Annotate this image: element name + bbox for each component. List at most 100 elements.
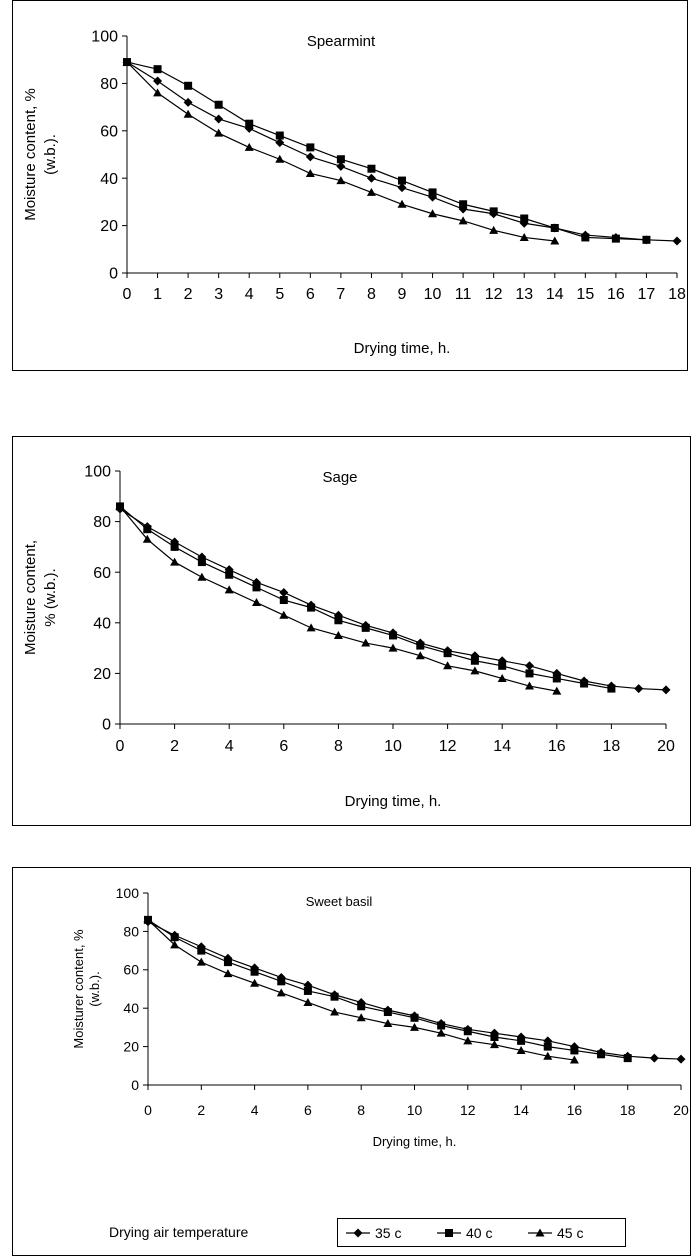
data-point-square — [490, 1033, 499, 1041]
data-point-square — [520, 214, 529, 223]
data-point-square — [275, 131, 284, 140]
data-point-square — [383, 1008, 392, 1017]
x-tick-label: 15 — [576, 286, 594, 303]
y-axis-label: % (w.b.). — [42, 568, 59, 626]
data-point-triangle — [153, 88, 163, 97]
data-point-square — [428, 188, 437, 197]
data-point-triangle — [252, 598, 261, 607]
data-point-square — [303, 986, 312, 995]
data-point-triangle — [333, 630, 343, 639]
x-tick-label: 18 — [668, 286, 686, 303]
data-point-square — [252, 583, 261, 592]
data-point-square — [279, 596, 288, 605]
chart-panel-spearmint: 0 20 40 60 80 100 0 1 2 3 4 5 6 7 8 9 10 11 12 13 14 15 16 17 18… — [12, 0, 688, 371]
x-tick-label: 18 — [603, 738, 621, 755]
y-tick-label: 60 — [123, 962, 139, 978]
x-tick-label: 10 — [424, 286, 442, 303]
data-point-square — [410, 1013, 419, 1022]
series-line-35-c — [119, 508, 667, 691]
data-point-triangle — [366, 187, 376, 196]
data-point-diamond — [279, 587, 289, 597]
x-tick-label: 17 — [638, 286, 656, 303]
data-point-square — [459, 200, 468, 209]
data-point-square — [581, 233, 590, 242]
data-point-triangle — [250, 978, 260, 987]
x-tick-label: 14 — [493, 738, 511, 755]
data-point-triangle — [410, 1022, 419, 1031]
data-point-diamond — [305, 152, 315, 162]
y-axis-label: (w.b.). — [42, 134, 59, 175]
data-point-diamond — [672, 236, 682, 246]
data-point-triangle — [443, 661, 453, 670]
y-axis-label: Moisturer content, % — [71, 929, 86, 1049]
chart-title: Sage — [322, 469, 357, 486]
x-tick-label: 11 — [455, 286, 472, 303]
data-point-triangle — [436, 1028, 446, 1037]
data-point-diamond — [275, 138, 285, 148]
y-tick-label: 80 — [123, 923, 139, 939]
x-tick-label: 7 — [336, 286, 345, 303]
data-point-triangle — [356, 1013, 366, 1022]
x-tick-label: 8 — [367, 286, 376, 303]
data-point-square — [416, 641, 425, 650]
x-axis-label: Drying time, h. — [345, 793, 442, 810]
data-point-square — [225, 570, 234, 579]
data-point-triangle — [196, 957, 206, 966]
data-point-triangle — [516, 1045, 526, 1054]
legend-entries: 35 c 40 c 45 c — [346, 1225, 583, 1241]
data-point-triangle — [122, 57, 132, 66]
x-tick-label: 12 — [485, 286, 503, 303]
data-point-triangle — [223, 969, 233, 978]
data-point-square — [245, 119, 254, 128]
data-point-diamond — [183, 97, 193, 107]
data-point-triangle — [388, 643, 398, 652]
data-point-triangle — [214, 128, 224, 137]
data-point-square — [517, 1036, 526, 1045]
x-tick-label: 4 — [245, 286, 254, 303]
data-point-square — [361, 623, 370, 632]
x-tick-label: 2 — [197, 1102, 205, 1118]
x-tick-label: 2 — [184, 286, 193, 303]
series-line-40-c — [126, 61, 647, 241]
chart-title: Sweet basil — [306, 894, 373, 909]
data-point-square — [389, 631, 397, 640]
data-point-square — [611, 234, 620, 243]
data-point-triangle — [279, 610, 289, 619]
data-point-triangle — [569, 1055, 579, 1064]
y-tick-label: 100 — [91, 29, 118, 46]
data-point-diamond — [303, 980, 313, 990]
x-axis-label: Drying time, h. — [354, 340, 451, 357]
x-tick-label: 8 — [357, 1102, 365, 1118]
data-point-triangle — [224, 585, 234, 594]
data-point-square — [597, 1050, 606, 1059]
data-point-triangle — [489, 1040, 499, 1049]
data-point-square — [552, 674, 561, 683]
chart-title: Spearmint — [307, 33, 376, 50]
legend-marker-diamond — [353, 1228, 363, 1238]
data-point-square — [330, 992, 339, 1001]
x-tick-label: 9 — [398, 286, 407, 303]
data-point-square — [334, 616, 343, 625]
data-point-triangle — [115, 501, 125, 510]
data-point-triangle — [183, 109, 193, 118]
y-tick-label: 60 — [93, 565, 111, 582]
data-point-square — [398, 176, 406, 185]
x-tick-label: 20 — [657, 738, 675, 755]
data-point-triangle — [170, 940, 180, 949]
data-point-triangle — [142, 534, 152, 543]
x-tick-label: 1 — [153, 286, 162, 303]
x-tick-label: 16 — [548, 738, 566, 755]
x-tick-label: 16 — [567, 1102, 583, 1118]
y-tick-label: 80 — [100, 76, 118, 93]
data-point-triangle — [489, 225, 499, 234]
x-tick-label: 10 — [384, 738, 402, 755]
x-tick-label: 12 — [439, 738, 457, 755]
data-point-triangle — [197, 572, 207, 581]
y-tick-label: 0 — [102, 717, 111, 734]
data-point-square — [489, 207, 498, 216]
data-point-square — [306, 143, 315, 152]
data-point-square — [580, 679, 589, 688]
data-point-triangle — [463, 1036, 473, 1045]
data-point-square — [153, 65, 162, 74]
chart-panel-sweet-basil: 0 20 40 60 80 100 0 2 4 6 8 10 12 14 16 18 20 Sweet basil… — [12, 867, 691, 1256]
